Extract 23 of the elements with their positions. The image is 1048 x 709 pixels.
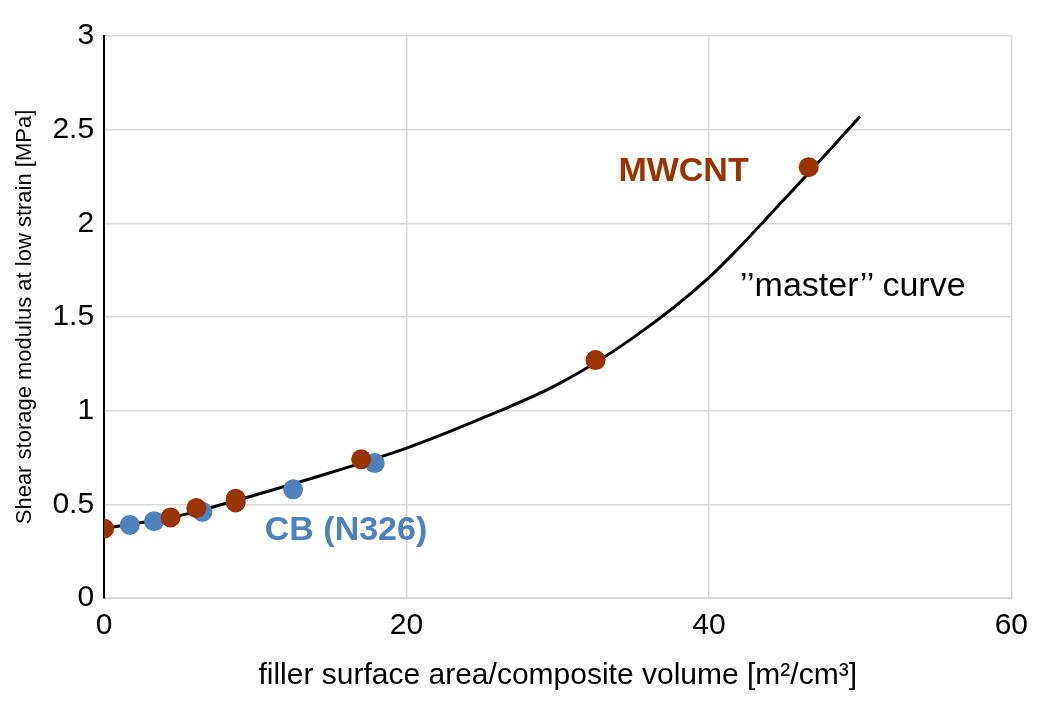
point — [144, 511, 164, 532]
series-label: MWCNT — [618, 149, 749, 188]
y-tick-label: 0 — [77, 579, 95, 613]
x-tick-label: 60 — [994, 607, 1028, 641]
point — [798, 157, 819, 178]
y-tick-label: 2.5 — [52, 110, 95, 144]
y-tick-label: 1.5 — [52, 298, 95, 332]
y-tick-label: 2 — [77, 204, 95, 238]
series-label: CB (N326) — [264, 509, 428, 548]
y-tick-label: 1 — [77, 391, 95, 425]
point — [160, 507, 181, 528]
y-tick-label: 3 — [77, 17, 95, 51]
x-axis-title: filler surface area/composite volume [m²/cm³] — [258, 657, 857, 691]
y-axis-title: Shear storage modulus at low strain [MPa] — [11, 109, 37, 525]
point — [283, 479, 304, 500]
x-tick-label: 40 — [692, 607, 726, 641]
y-tick-label: 0.5 — [52, 485, 95, 519]
x-tick-label: 20 — [389, 607, 424, 641]
point — [186, 498, 207, 519]
point — [351, 449, 372, 470]
point — [119, 514, 140, 535]
series-label: ’’master’’ curve — [740, 264, 966, 303]
point — [585, 350, 606, 371]
